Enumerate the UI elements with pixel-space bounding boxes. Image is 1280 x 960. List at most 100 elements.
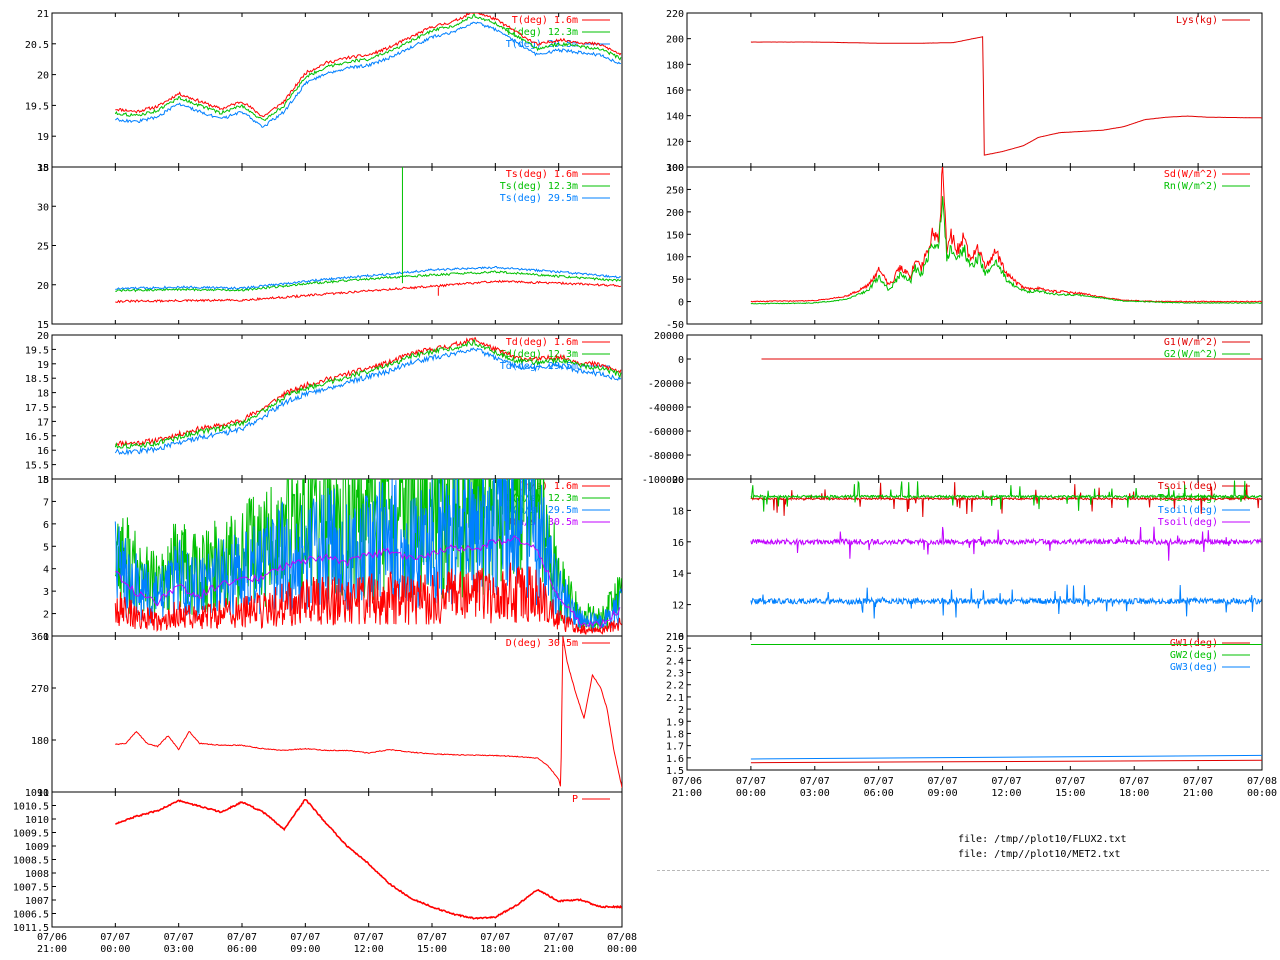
x-tick-date: 07/08 bbox=[607, 932, 637, 943]
legend-label: Ts(deg) 29.5m bbox=[500, 193, 578, 204]
y-tick-label: 19 bbox=[37, 360, 49, 371]
y-tick-label: 18.5 bbox=[25, 374, 49, 385]
legend-label: D(deg) 30.5m bbox=[506, 638, 578, 649]
x-tick-date: 07/07 bbox=[417, 932, 447, 943]
x-tick-date: 07/06 bbox=[37, 932, 67, 943]
y-tick-label: 120 bbox=[666, 137, 684, 148]
data-layer bbox=[750, 36, 1262, 156]
y-tick-label: 3 bbox=[43, 587, 49, 598]
y-tick-label: 300 bbox=[666, 163, 684, 174]
y-tick-label: 1.9 bbox=[666, 717, 684, 728]
y-tick-label: 4 bbox=[43, 565, 49, 576]
y-tick-label: 1010.5 bbox=[13, 802, 49, 813]
legend-label: Ts(deg) 12.3m bbox=[500, 181, 578, 192]
series-line bbox=[114, 479, 622, 630]
data-layer bbox=[115, 798, 622, 920]
y-tick-label: -60000 bbox=[648, 427, 684, 438]
chart-left-Td: 20 19.5 19 18.5 18 17.5 17 16.5 16 15.5 15 Td(deg) … bbox=[25, 331, 623, 486]
x-tick-date: 07/07 bbox=[164, 932, 194, 943]
y-tick-label: 20 bbox=[37, 281, 49, 292]
x-tick-date: 07/07 bbox=[991, 776, 1021, 787]
separator-line bbox=[657, 870, 1269, 871]
legend-label: Td(deg) 12.3m bbox=[500, 349, 578, 360]
y-tick-label: 20000 bbox=[654, 331, 684, 342]
y-tick-label: 25 bbox=[37, 242, 49, 253]
y-tick-label: 2.6 bbox=[666, 632, 684, 643]
x-tick-time: 12:00 bbox=[991, 788, 1021, 799]
y-tick-label: 2.5 bbox=[666, 644, 684, 655]
y-tick-label: 16 bbox=[37, 446, 49, 457]
y-tick-label: -80000 bbox=[648, 451, 684, 462]
y-tick-label: 1008 bbox=[25, 869, 49, 880]
y-tick-label: 16.5 bbox=[25, 432, 49, 443]
x-tick-time: 03:00 bbox=[164, 944, 194, 955]
y-tick-label: 1008.5 bbox=[13, 856, 49, 867]
y-tick-label: 1006.5 bbox=[13, 910, 49, 921]
y-tick-label: 20 bbox=[37, 71, 49, 82]
y-tick-label: 1 bbox=[43, 632, 49, 643]
data-layer bbox=[114, 479, 622, 635]
legend-label: P bbox=[572, 794, 578, 805]
y-tick-label: 0 bbox=[678, 355, 684, 366]
legend-label: Tsoil(deg) bbox=[1158, 481, 1218, 492]
series-line bbox=[115, 337, 622, 448]
y-tick-label: -40000 bbox=[648, 403, 684, 414]
x-tick-time: 18:00 bbox=[1119, 788, 1149, 799]
legend-label: GW1(deg) bbox=[1170, 638, 1218, 649]
legend-label: T(deg) 29.5m bbox=[506, 39, 578, 50]
y-tick-label: 180 bbox=[31, 736, 49, 747]
x-tick-time: 00:00 bbox=[100, 944, 130, 955]
y-tick-label: 1009 bbox=[25, 842, 49, 853]
legend-label: U(m/s) 1.6m bbox=[512, 481, 578, 492]
y-tick-label: 1011.5 bbox=[13, 923, 49, 934]
x-tick-date: 07/07 bbox=[100, 932, 130, 943]
y-tick-label: 19.5 bbox=[25, 345, 49, 356]
x-tick-time: 00:00 bbox=[607, 944, 637, 955]
file-label-flux: file: /tmp//plot10/FLUX2.txt bbox=[958, 834, 1127, 845]
series-line bbox=[750, 759, 1262, 764]
legend-label: GW2(deg) bbox=[1170, 650, 1218, 661]
legend-label: G2(W/m^2) bbox=[1164, 349, 1218, 360]
y-tick-label: 6 bbox=[43, 520, 49, 531]
file-label-met: file: /tmp//plot10/MET2.txt bbox=[958, 849, 1121, 860]
data-layer bbox=[750, 480, 1262, 619]
x-tick-date: 07/07 bbox=[227, 932, 257, 943]
y-tick-label: 15.5 bbox=[25, 461, 49, 472]
legend-label: Sd(W/m^2) bbox=[1164, 169, 1218, 180]
y-tick-label: 360 bbox=[31, 632, 49, 643]
y-tick-label: 18 bbox=[37, 163, 49, 174]
y-tick-label: 12 bbox=[672, 601, 684, 612]
legend-label: G1(W/m^2) bbox=[1164, 337, 1218, 348]
panel-frame bbox=[51, 635, 623, 793]
panel-frame bbox=[686, 12, 1263, 168]
x-tick-time: 09:00 bbox=[290, 944, 320, 955]
x-tick-date: 07/07 bbox=[1055, 776, 1085, 787]
data-layer bbox=[114, 636, 622, 788]
series-line bbox=[750, 196, 1262, 305]
y-tick-label: 7 bbox=[43, 497, 49, 508]
x-tick-time: 00:00 bbox=[736, 788, 766, 799]
y-tick-label: 10 bbox=[672, 632, 684, 643]
y-tick-label: 17 bbox=[37, 417, 49, 428]
panel-frame bbox=[51, 791, 623, 928]
chart-right-GW: 2.62.52.4 2.32.22.121.91.8 1.71.61.5 GW1(de… bbox=[666, 632, 1263, 777]
y-tick-label: 17.5 bbox=[25, 403, 49, 414]
y-tick-label: 20.5 bbox=[25, 40, 49, 51]
data-layer bbox=[115, 167, 622, 304]
x-tick-time: 15:00 bbox=[417, 944, 447, 955]
x-tick-time: 09:00 bbox=[928, 788, 958, 799]
series-line bbox=[114, 13, 622, 121]
series-line bbox=[750, 754, 1262, 760]
data-layer bbox=[114, 337, 622, 456]
x-tick-date: 07/07 bbox=[354, 932, 384, 943]
series-line bbox=[115, 535, 621, 629]
legend-label: Td(deg) 1.6m bbox=[506, 337, 578, 348]
x-tick-date: 07/07 bbox=[736, 776, 766, 787]
series-line bbox=[750, 584, 1262, 619]
y-tick-label: 15 bbox=[37, 320, 49, 331]
y-tick-label: 5 bbox=[43, 542, 49, 553]
series-line bbox=[114, 338, 622, 450]
